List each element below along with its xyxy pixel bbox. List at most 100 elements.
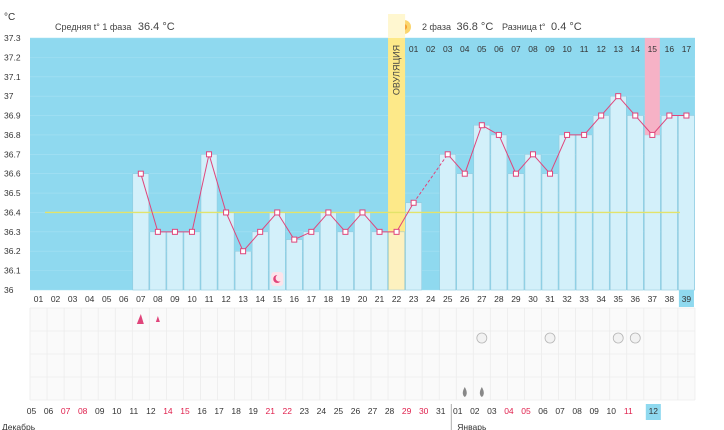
temperature-bar (320, 212, 337, 291)
temperature-bar (166, 231, 184, 291)
temperature-bar (303, 231, 320, 291)
y-tick-label: 36.2 (4, 246, 21, 256)
temperature-line (464, 125, 483, 174)
phase1-header (30, 14, 395, 38)
temperature-point (478, 122, 485, 129)
date-label: 10 (112, 406, 122, 416)
temperature-line (208, 154, 227, 213)
temperature-bar (149, 231, 167, 291)
phase2-day-label: 08 (528, 44, 538, 54)
cycle-day-label: 13 (238, 294, 248, 304)
temperature-point (495, 131, 502, 138)
date-label: 25 (334, 406, 344, 416)
date-label: 12 (146, 406, 156, 416)
phase2-day-label: 16 (665, 44, 675, 54)
temperature-point (376, 228, 383, 235)
y-tick-label: 36.4 (4, 207, 21, 217)
temperature-line (327, 212, 346, 233)
cycle-day-label: 26 (460, 294, 470, 304)
cervical-mucus-icon (476, 332, 488, 344)
temperature-line (345, 212, 363, 233)
temperature-line (515, 153, 534, 175)
date-label: 15 (180, 406, 190, 416)
temperature-point (615, 93, 622, 100)
temperature-line (191, 154, 210, 232)
month-label-january: Январь (457, 422, 487, 430)
date-label: 09 (95, 406, 105, 416)
y-tick-label: 36.8 (4, 130, 21, 140)
cycle-day-label: 08 (153, 294, 163, 304)
cycle-day-label: 03 (68, 294, 78, 304)
y-tick-label: 37 (4, 91, 14, 101)
temperature-bar (405, 202, 422, 291)
date-label: 05 (27, 406, 37, 416)
cycle-day-label: 19 (341, 294, 351, 304)
y-tick-label: 36.3 (4, 227, 21, 237)
drop-icon (479, 387, 484, 397)
temperature-point (359, 209, 366, 216)
cycle-day-label: 18 (324, 294, 334, 304)
phase2-day-label: 12 (596, 44, 606, 54)
temperature-point (683, 112, 690, 119)
phase2-day-label: 17 (682, 44, 692, 54)
temperature-bar (541, 173, 559, 291)
phase2-day-label: 05 (477, 44, 487, 54)
date-label: 11 (624, 406, 633, 416)
phase2-day-label: 15 (648, 44, 658, 54)
date-label: 21 (265, 406, 275, 416)
temperature-bar (354, 212, 371, 291)
temperature-line (140, 173, 159, 232)
temperature-line (225, 212, 244, 252)
notes-grid (29, 307, 696, 401)
date-label: 07 (555, 406, 565, 416)
temperature-point (666, 112, 673, 119)
date-label: 30 (419, 406, 429, 416)
cycle-day-label: 15 (272, 294, 282, 304)
moon-icon-cutout (275, 274, 283, 282)
date-label: 04 (504, 406, 514, 416)
cycle-day-label: 05 (102, 294, 112, 304)
axes: 36 36.1 36.2 36.3 36.4 36.5 36.6 36.7 36.8 36.9 37… (2, 33, 694, 430)
date-label: 01 (453, 406, 463, 416)
temperature-line (310, 212, 329, 233)
date-label: 31 (436, 406, 446, 416)
temperature-point (240, 248, 247, 255)
y-tick-label: 36.9 (4, 111, 21, 121)
cycle-day-label: 30 (528, 294, 538, 304)
temperature-point (223, 209, 230, 216)
date-label: 14 (163, 406, 173, 416)
cervical-mucus-icon (612, 332, 624, 344)
ovulation-band (388, 38, 406, 290)
temperature-point (598, 112, 605, 119)
phase2-day-label: 13 (613, 44, 623, 54)
cycle-day-label: 28 (494, 294, 504, 304)
ovulation-label: ОВУЛЯЦИЯ (392, 45, 402, 95)
cycle-day-label: 22 (392, 294, 402, 304)
temperature-bar (388, 231, 405, 291)
date-label: 29 (402, 406, 412, 416)
phase2-day-label: 01 (409, 44, 419, 54)
temperature-bar (592, 115, 610, 291)
cycle-day-label: 23 (409, 294, 419, 304)
temperature-point (171, 228, 178, 235)
cycle-day-label: 34 (596, 294, 606, 304)
date-label: 05 (521, 406, 531, 416)
cycle-day-label: 33 (579, 294, 589, 304)
temperature-bar (286, 239, 303, 291)
cycle-day-label: 31 (545, 294, 555, 304)
temperature-point (461, 170, 468, 177)
temperature-point (308, 228, 315, 235)
temperature-line (617, 95, 636, 116)
date-label: 03 (487, 406, 497, 416)
temperature-point (274, 209, 281, 216)
date-label: 08 (572, 406, 582, 416)
phase1-avg-text: Средняя t° 1 фаза 36.4 °C (55, 21, 175, 33)
date-label: 19 (248, 406, 258, 416)
date-label: 22 (283, 406, 293, 416)
cycle-day-label: 09 (170, 294, 180, 304)
y-tick-label: 37.2 (4, 52, 21, 62)
temperature-bar (627, 115, 644, 291)
date-label: 06 (538, 406, 548, 416)
temperature-bar (183, 231, 201, 291)
